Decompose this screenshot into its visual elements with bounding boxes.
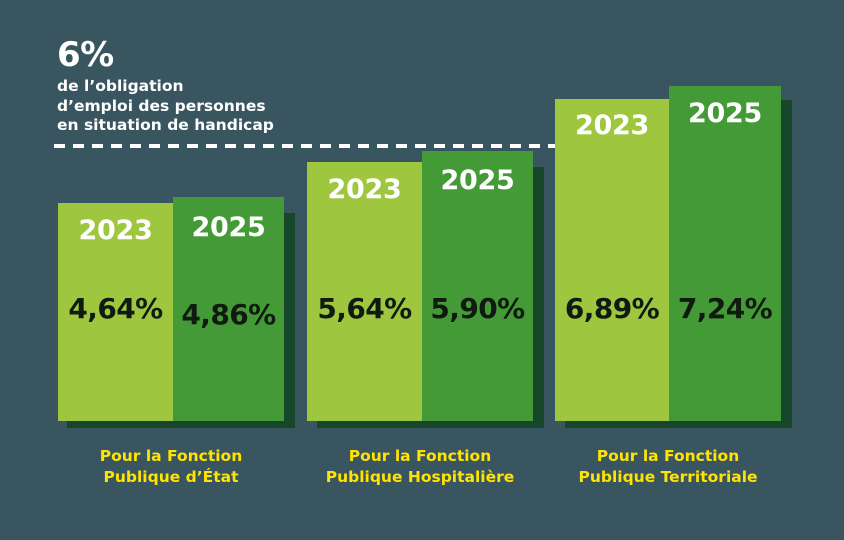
bar-value-label: 5,90% bbox=[430, 292, 525, 325]
category-label-fonction-publique-etat: Pour la Fonction Publique d’État bbox=[36, 446, 306, 488]
category-label-line-1: Pour la Fonction bbox=[348, 447, 492, 465]
bar-year-label: 2025 bbox=[440, 165, 515, 196]
bar-2025-fonction-publique-territoriale[interactable]: 2025 7,24% bbox=[669, 86, 781, 421]
bar-2025-fonction-publique-hospitaliere[interactable]: 2025 5,90% bbox=[422, 151, 533, 421]
headline-value: 6% bbox=[57, 35, 114, 75]
bar-2023-fonction-publique-territoriale[interactable]: 2023 6,89% bbox=[555, 99, 669, 421]
headline-subtitle-line-1: de l’obligation bbox=[57, 77, 184, 95]
category-label-fonction-publique-hospitaliere: Pour la Fonction Publique Hospitalière bbox=[285, 446, 555, 488]
bar-value-label: 4,64% bbox=[68, 292, 163, 325]
headline-subtitle: de l’obligation d’emploi des personnes e… bbox=[57, 77, 387, 136]
bar-year-label: 2023 bbox=[327, 174, 402, 205]
category-label-fonction-publique-territoriale: Pour la Fonction Publique Territoriale bbox=[533, 446, 803, 488]
category-label-line-2: Publique Hospitalière bbox=[325, 468, 515, 486]
bar-year-label: 2023 bbox=[78, 215, 153, 246]
headline-block: 6% de l’obligation d’emploi des personne… bbox=[57, 36, 387, 136]
category-label-line-1: Pour la Fonction bbox=[596, 447, 740, 465]
bar-year-label: 2023 bbox=[575, 110, 649, 141]
bar-value-label: 5,64% bbox=[317, 292, 412, 325]
bar-year-label: 2025 bbox=[191, 212, 266, 243]
bar-2023-fonction-publique-hospitaliere[interactable]: 2023 5,64% bbox=[307, 162, 422, 421]
bar-year-label: 2025 bbox=[688, 98, 762, 129]
bar-value-label: 4,86% bbox=[181, 298, 276, 331]
headline-subtitle-line-3: en situation de handicap bbox=[57, 116, 274, 134]
category-label-line-2: Publique d’État bbox=[103, 468, 239, 486]
bar-value-label: 6,89% bbox=[564, 292, 660, 325]
bar-2025-fonction-publique-etat[interactable]: 2025 4,86% bbox=[173, 197, 284, 421]
threshold-line-6-percent bbox=[54, 144, 787, 148]
headline-subtitle-line-2: d’emploi des personnes bbox=[57, 96, 266, 115]
bar-value-label: 7,24% bbox=[677, 292, 773, 325]
category-label-line-2: Publique Territoriale bbox=[578, 468, 758, 486]
bar-2023-fonction-publique-etat[interactable]: 2023 4,64% bbox=[58, 203, 173, 421]
category-label-line-1: Pour la Fonction bbox=[99, 447, 243, 465]
